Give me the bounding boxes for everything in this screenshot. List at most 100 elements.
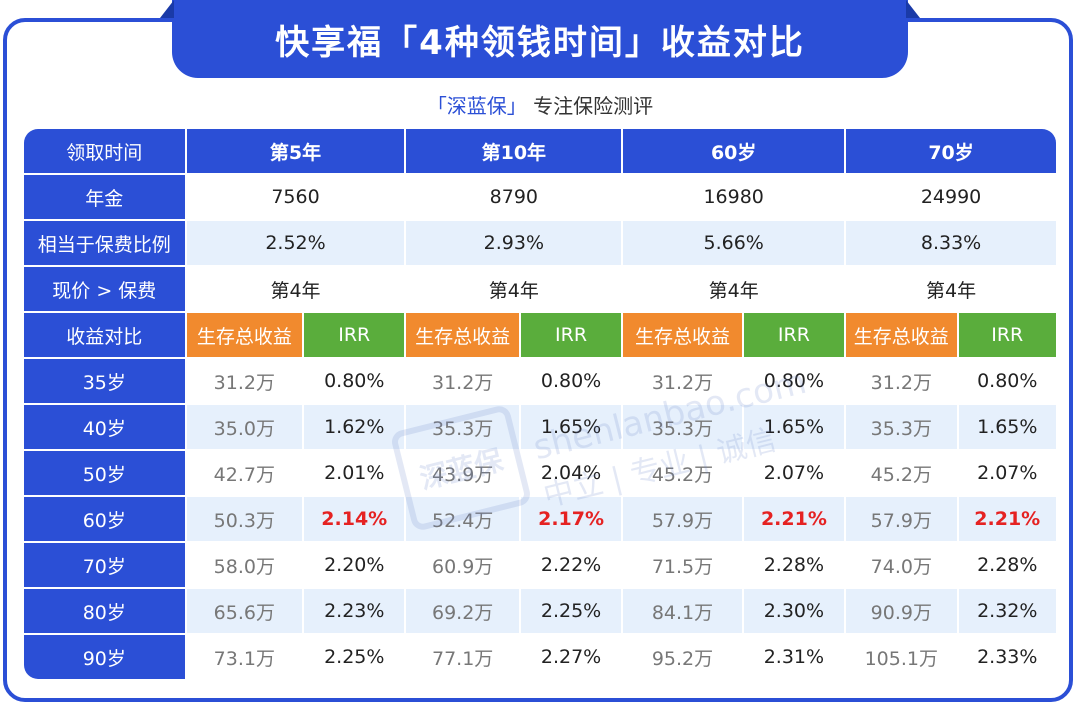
total-return-cell: 31.2万 <box>846 359 957 403</box>
subtitle-text: 专注保险测评 <box>533 94 654 118</box>
age-label: 80岁 <box>24 589 185 633</box>
annuity-value: 7560 <box>186 175 405 219</box>
irr-cell: 2.17% <box>520 497 622 541</box>
subtitle: 「深蓝保」 专注保险测评 <box>0 90 1080 119</box>
irr-cell: 0.80% <box>958 359 1056 403</box>
irr-cell: 2.23% <box>304 589 405 633</box>
annuity-value: 16980 <box>623 175 845 219</box>
irr-cell: 0.80% <box>743 359 845 403</box>
total-return-cell: 50.3万 <box>186 497 303 541</box>
total-return-cell: 65.6万 <box>186 589 303 633</box>
irr-cell: 2.25% <box>304 635 405 679</box>
cash-value-year: 第4年 <box>186 267 405 311</box>
irr-cell: 2.22% <box>520 543 622 587</box>
irr-header: IRR <box>958 313 1056 357</box>
row-label: 年金 <box>24 175 185 219</box>
annuity-value: 8790 <box>406 175 622 219</box>
total-return-cell: 45.2万 <box>623 451 742 495</box>
ratio-value: 2.52% <box>186 221 405 265</box>
irr-cell: 2.33% <box>958 635 1056 679</box>
total-return-cell: 105.1万 <box>846 635 957 679</box>
header-col-age-70: 70岁 <box>846 129 1056 173</box>
total-return-cell: 77.1万 <box>406 635 519 679</box>
age-label: 90岁 <box>24 635 185 679</box>
total-return-cell: 57.9万 <box>623 497 742 541</box>
total-return-cell: 74.0万 <box>846 543 957 587</box>
total-return-cell: 58.0万 <box>186 543 303 587</box>
cash-value-row: 现价 > 保费 第4年 第4年 第4年 第4年 <box>24 267 1056 311</box>
total-return-cell: 52.4万 <box>406 497 519 541</box>
irr-cell: 2.30% <box>743 589 845 633</box>
irr-cell: 2.32% <box>958 589 1056 633</box>
table-row: 70岁 58.0万 2.20% 60.9万 2.22% 71.5万 2.28% 74.0万 2.… <box>24 543 1056 587</box>
irr-cell: 2.21% <box>743 497 845 541</box>
irr-cell: 2.25% <box>520 589 622 633</box>
total-return-cell: 31.2万 <box>186 359 303 403</box>
total-return-cell: 35.3万 <box>623 405 742 449</box>
ratio-value: 2.93% <box>406 221 622 265</box>
total-return-cell: 35.0万 <box>186 405 303 449</box>
table-row: 40岁 35.0万 1.62% 35.3万 1.65% 35.3万 1.65% 35.3万 1.… <box>24 405 1056 449</box>
age-label: 50岁 <box>24 451 185 495</box>
total-return-cell: 43.9万 <box>406 451 519 495</box>
irr-cell: 2.28% <box>743 543 845 587</box>
irr-cell: 2.20% <box>304 543 405 587</box>
total-return-cell: 45.2万 <box>846 451 957 495</box>
compare-header-row: 收益对比 生存总收益 IRR 生存总收益 IRR 生存总收益 IRR 生存总收益… <box>24 313 1056 357</box>
header-row: 领取时间 第5年 第10年 60岁 70岁 <box>24 129 1056 173</box>
irr-header: IRR <box>743 313 845 357</box>
brand-name: 「深蓝保」 <box>426 94 527 118</box>
irr-cell: 2.07% <box>958 451 1056 495</box>
total-return-header: 生存总收益 <box>186 313 303 357</box>
irr-cell: 2.07% <box>743 451 845 495</box>
annuity-row: 年金 7560 8790 16980 24990 <box>24 175 1056 219</box>
irr-cell: 2.21% <box>958 497 1056 541</box>
total-return-cell: 84.1万 <box>623 589 742 633</box>
age-label: 40岁 <box>24 405 185 449</box>
row-label: 现价 > 保费 <box>24 267 185 311</box>
total-return-cell: 31.2万 <box>623 359 742 403</box>
cash-value-year: 第4年 <box>846 267 1056 311</box>
age-label: 35岁 <box>24 359 185 403</box>
table-row: 35岁 31.2万 0.80% 31.2万 0.80% 31.2万 0.80% 31.2万 0.… <box>24 359 1056 403</box>
irr-cell: 0.80% <box>520 359 622 403</box>
irr-header: IRR <box>304 313 405 357</box>
total-return-cell: 57.9万 <box>846 497 957 541</box>
age-label: 70岁 <box>24 543 185 587</box>
total-return-cell: 73.1万 <box>186 635 303 679</box>
table-row: 90岁 73.1万 2.25% 77.1万 2.27% 95.2万 2.31% 105.1万 2… <box>24 635 1056 679</box>
ratio-value: 8.33% <box>846 221 1056 265</box>
irr-cell: 0.80% <box>304 359 405 403</box>
irr-cell: 2.31% <box>743 635 845 679</box>
header-col-10th-year: 第10年 <box>406 129 622 173</box>
cash-value-year: 第4年 <box>406 267 622 311</box>
page-title: 快享福「4种领钱时间」收益对比 <box>275 22 805 63</box>
total-return-cell: 35.3万 <box>846 405 957 449</box>
irr-cell: 1.65% <box>743 405 845 449</box>
total-return-header: 生存总收益 <box>623 313 742 357</box>
irr-cell: 2.27% <box>520 635 622 679</box>
total-return-cell: 90.9万 <box>846 589 957 633</box>
annuity-value: 24990 <box>846 175 1056 219</box>
total-return-cell: 60.9万 <box>406 543 519 587</box>
irr-cell: 2.01% <box>304 451 405 495</box>
total-return-cell: 69.2万 <box>406 589 519 633</box>
total-return-header: 生存总收益 <box>846 313 957 357</box>
irr-cell: 2.14% <box>304 497 405 541</box>
irr-cell: 1.65% <box>958 405 1056 449</box>
row-label: 收益对比 <box>24 313 185 357</box>
age-label: 60岁 <box>24 497 185 541</box>
table-row: 60岁 50.3万 2.14% 52.4万 2.17% 57.9万 2.21% 57.9万 2.… <box>24 497 1056 541</box>
total-return-cell: 42.7万 <box>186 451 303 495</box>
header-col-5th-year: 第5年 <box>186 129 405 173</box>
row-label: 相当于保费比例 <box>24 221 185 265</box>
total-return-header: 生存总收益 <box>406 313 519 357</box>
header-label: 领取时间 <box>24 129 185 173</box>
total-return-cell: 95.2万 <box>623 635 742 679</box>
total-return-cell: 35.3万 <box>406 405 519 449</box>
ratio-value: 5.66% <box>623 221 845 265</box>
header-col-age-60: 60岁 <box>623 129 845 173</box>
irr-header: IRR <box>520 313 622 357</box>
cash-value-year: 第4年 <box>623 267 845 311</box>
total-return-cell: 71.5万 <box>623 543 742 587</box>
